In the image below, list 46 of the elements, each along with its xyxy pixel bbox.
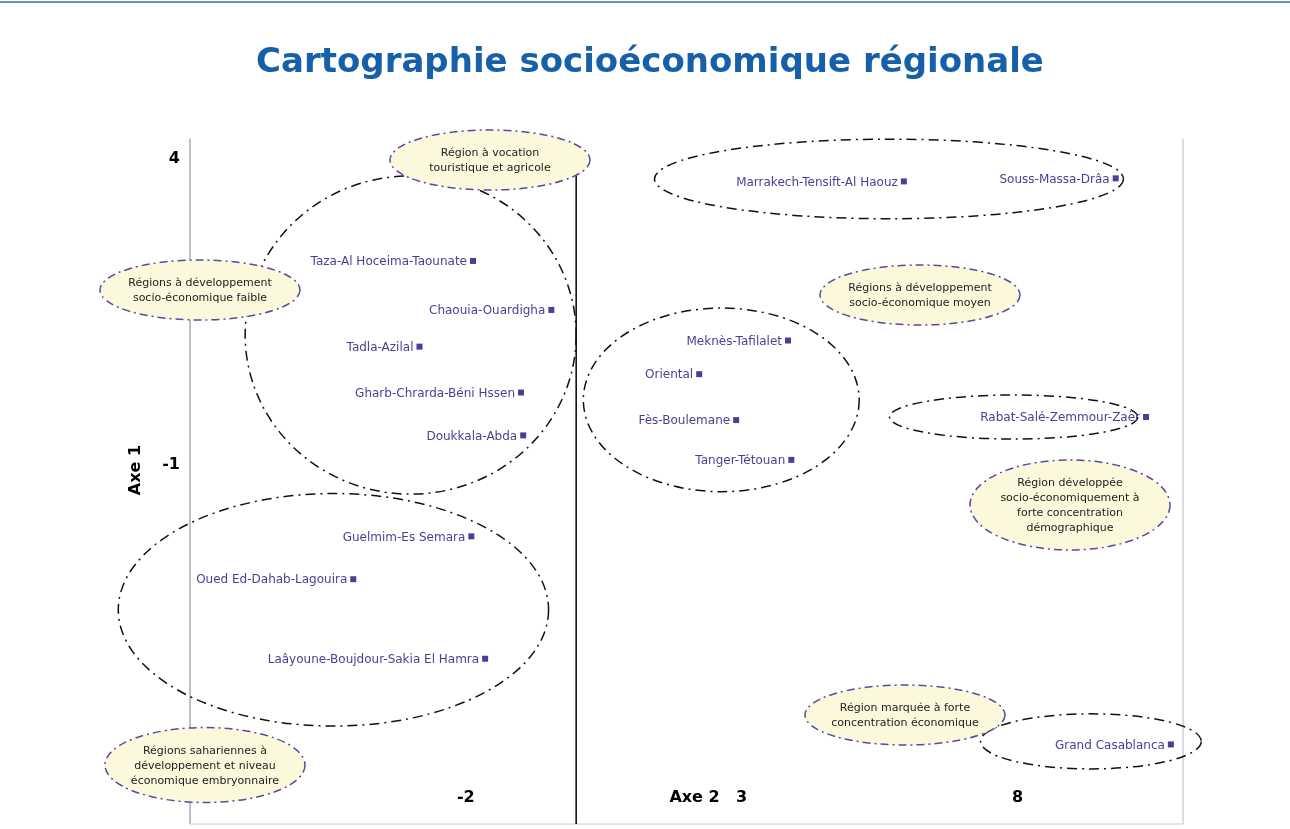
chart-title: Cartographie socioéconomique régionale (256, 40, 1044, 80)
annotation: Régions à développement socio-économique moyen (848, 281, 993, 310)
y-tick-label: -1 (162, 453, 180, 473)
annotation: Régions sahariennes à développement et niveau économique embryonnaire (130, 743, 280, 787)
point (482, 655, 489, 662)
annotation: Chaouia-Ouardigha (429, 303, 546, 318)
point (696, 371, 703, 378)
y-axis-title: Axe 1 (125, 444, 144, 496)
point (788, 456, 795, 463)
x-tick-label: -2 (456, 787, 475, 806)
annotation: Grand Casablanca (1055, 737, 1165, 752)
annotation: Régions à développement socio-économique faible (128, 276, 273, 305)
annotation: Région à vocation touristique et agricole (429, 146, 551, 175)
point (1167, 741, 1174, 748)
annotation: Oriental (645, 367, 694, 382)
x-tick-label: 3 (736, 787, 748, 806)
point (416, 343, 423, 350)
point (350, 576, 357, 583)
point (900, 178, 907, 185)
annotation: Laâyoune-Boujdour-Sakia El Hamra (267, 651, 480, 666)
annotation: Meknès-Tafilalet (686, 333, 783, 348)
annotation: Doukkala-Abda (426, 428, 518, 443)
annotation: Tadla-Azilal (345, 339, 414, 354)
annotation: Souss-Massa-Drâa (999, 171, 1110, 186)
point (468, 533, 475, 540)
point (1112, 175, 1119, 182)
annotation: Oued Ed-Dahab-Lagouira (196, 572, 348, 587)
annotation: Région développée socio-économiquement à forte concentration démographique (1000, 476, 1140, 535)
y-tick-label: 4 (168, 147, 180, 167)
x-axis-title: Axe 2 (669, 787, 720, 806)
annotation: Guelmim-Es Semara (342, 529, 466, 544)
annotation: Région marquée à forte concentration économique (831, 701, 979, 730)
point (470, 257, 477, 264)
point (1143, 414, 1150, 421)
annotation: Fès-Boulemane (638, 413, 731, 428)
point (733, 417, 740, 424)
annotation: Marrakech-Tensift-Al Haouz (736, 174, 898, 189)
annotation: Gharb-Chrarda-Béni Hssen (355, 385, 515, 400)
point (785, 337, 792, 344)
x-tick-label: 8 (1011, 787, 1024, 806)
annotation: Taza-Al Hoceima-Taounate (309, 254, 468, 269)
annotation: Tanger-Tétouan (694, 453, 786, 468)
point (518, 389, 524, 396)
point (548, 306, 555, 313)
annotation: Rabat-Salé-Zemmour-Zaër (980, 410, 1141, 425)
point (520, 432, 527, 439)
